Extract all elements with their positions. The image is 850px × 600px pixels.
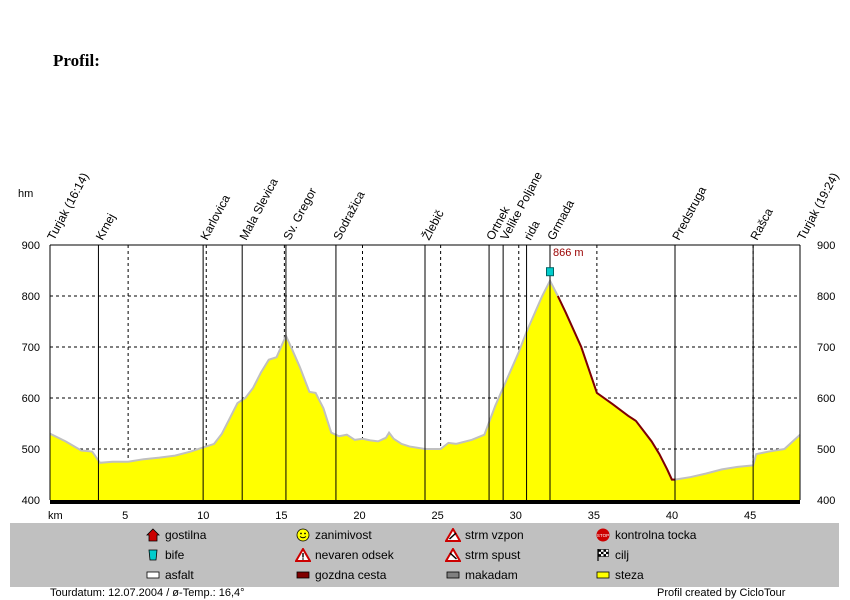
max-elevation-label: 866 m (553, 247, 584, 259)
legend-item-asfalt: asfalt (145, 568, 194, 582)
legend-item-nevaren-odsek: nevaren odsek (295, 548, 394, 562)
smiley-icon (295, 528, 311, 542)
waypoint-label: Grmada (544, 197, 577, 242)
y-tick-label-left: 600 (22, 393, 40, 405)
waypoint-label: Žlebič (418, 207, 446, 242)
y-tick-label-right: 800 (817, 291, 835, 303)
finish-flag-icon (595, 548, 611, 562)
y-tick-label-right: 500 (817, 444, 835, 456)
y-axis-label: hm (18, 188, 33, 200)
x-tick-label: 5 (122, 510, 128, 522)
x-tick-label: 20 (353, 510, 365, 522)
legend-label: strm spust (465, 548, 521, 562)
legend-item-makadam: makadam (445, 568, 518, 582)
waypoint-label: Karlovica (197, 192, 233, 242)
legend-label: cilj (615, 548, 629, 562)
elevation-chart: Turjak (16:14) Krnej Karlovica Mala Slevica… (18, 169, 842, 522)
page-title: Profil: (53, 51, 100, 70)
house-icon (145, 528, 161, 542)
legend: gostilna zanimivost strm vzpon STOP kontroln… (10, 523, 839, 587)
waypoint-label: rida (521, 218, 543, 243)
y-tick-label-left: 800 (22, 291, 40, 303)
steep-descent-line (556, 295, 675, 481)
y-tick-label-left: 400 (22, 495, 40, 507)
x-tick-label: 40 (666, 510, 678, 522)
legend-item-gozdna-cesta: gozdna cesta (295, 568, 386, 582)
y-tick-label-right: 700 (817, 342, 835, 354)
waypoint-label: Sodražica (330, 188, 368, 242)
x-tick-label: 10 (197, 510, 209, 522)
legend-item-cilj: cilj (595, 548, 629, 562)
legend-label: nevaren odsek (315, 548, 394, 562)
forest-road-swatch-icon (295, 568, 311, 582)
y-tick-label-right: 900 (817, 240, 835, 252)
waypoint-label: Mala Slevica (236, 175, 280, 242)
axes: 866 m 400 400 500 500 600 600 700 700 800 800 900 90… (18, 188, 835, 522)
waypoint-label: Turjak (19:24) (794, 170, 841, 242)
gravel-swatch-icon (445, 568, 461, 582)
x-tick-label: 15 (275, 510, 287, 522)
legend-item-bife: bife (145, 548, 184, 562)
warning-down-icon (445, 548, 461, 562)
waypoint-label: Rašca (747, 206, 775, 243)
y-tick-label-left: 700 (22, 342, 40, 354)
legend-label: asfalt (165, 568, 194, 582)
legend-label: strm vzpon (465, 528, 524, 542)
legend-label: bife (165, 548, 185, 562)
warning-icon (295, 548, 311, 562)
legend-item-strm-spust: strm spust (445, 548, 520, 562)
trail-swatch-icon (595, 568, 611, 582)
legend-item-kontrolna-tocka: STOP kontrolna tocka (595, 528, 696, 542)
credit: Profil created by CicloTour (657, 587, 786, 599)
bife-marker (546, 267, 554, 277)
y-tick-label-right: 400 (817, 495, 835, 507)
warning-up-icon (445, 528, 461, 542)
x-axis-label: km (48, 510, 63, 522)
cup-icon (145, 548, 161, 562)
legend-item-strm-vzpon: strm vzpon (445, 528, 524, 542)
profile-fill (50, 280, 800, 500)
legend-item-steza: steza (595, 568, 644, 582)
y-tick-label-left: 900 (22, 240, 40, 252)
waypoint-label: Krnej (93, 211, 119, 242)
legend-label: zanimivost (315, 528, 372, 542)
waypoint-label: Sv. Gregor (280, 185, 319, 242)
legend-label: steza (615, 568, 644, 582)
x-tick-label: 45 (744, 510, 756, 522)
waypoint-label: Turjak (16:14) (44, 170, 91, 242)
svg-text:STOP: STOP (597, 533, 609, 538)
legend-label: makadam (465, 568, 518, 582)
stop-icon: STOP (595, 528, 611, 542)
x-tick-label: 25 (432, 510, 444, 522)
surface-bar (50, 500, 800, 504)
x-tick-label: 35 (588, 510, 600, 522)
profile-area (49, 278, 801, 504)
legend-item-gostilna: gostilna (145, 528, 206, 542)
asphalt-swatch-icon (145, 568, 161, 582)
legend-label: kontrolna tocka (615, 528, 697, 542)
x-tick-label: 30 (510, 510, 522, 522)
waypoint-label: Predstruga (669, 184, 709, 243)
legend-label: gozdna cesta (315, 568, 387, 582)
legend-item-zanimivost: zanimivost (295, 528, 372, 542)
tour-info: Tourdatum: 12.07.2004 / ø-Temp.: 16,4° (50, 587, 245, 599)
y-tick-label-right: 600 (817, 393, 835, 405)
y-tick-label-left: 500 (22, 444, 40, 456)
legend-label: gostilna (165, 528, 207, 542)
